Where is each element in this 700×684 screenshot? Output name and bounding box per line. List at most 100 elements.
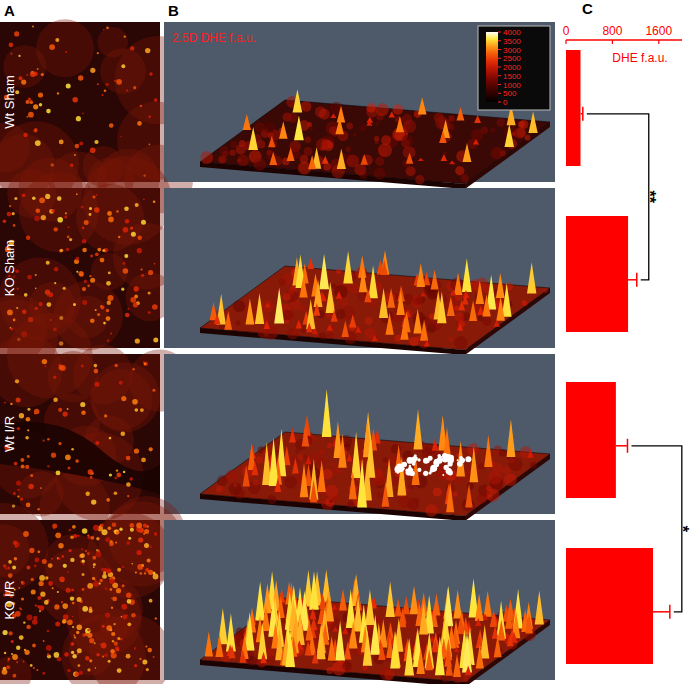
fluorescent-spot [152, 389, 155, 392]
fluorescent-spot [89, 275, 91, 277]
fluorescent-spot [112, 640, 114, 642]
surface-peak [432, 640, 439, 653]
surface-texture [359, 124, 366, 131]
fluorescent-spot [39, 302, 43, 306]
fluorescent-spot [12, 212, 15, 215]
colorbar-tick [498, 75, 501, 76]
x-tick [565, 40, 566, 44]
tissue-texture [92, 369, 153, 430]
fluorescent-spot [128, 537, 131, 540]
fluorescent-spot [124, 35, 126, 37]
surface-peak [505, 608, 513, 629]
fluorescent-spot [93, 563, 96, 566]
surface-peak [476, 281, 485, 304]
fluorescent-spot [116, 588, 121, 593]
surface-peak [342, 627, 348, 634]
fluorescent-spot [29, 548, 34, 553]
fluorescent-spot [26, 503, 31, 508]
fluorescent-spot [109, 578, 115, 584]
fluorescent-spot [70, 596, 74, 600]
fluorescent-spot [97, 83, 99, 85]
fluorescent-spot [52, 524, 57, 529]
surface-texture [200, 151, 213, 164]
fluorescent-spot [17, 496, 19, 498]
surface-texture [216, 485, 223, 492]
fluorescent-spot [73, 671, 78, 676]
fluorescent-spot [111, 632, 115, 636]
surface-peak [505, 124, 515, 147]
fluorescent-spot [94, 364, 98, 368]
fluorescent-spot [135, 203, 139, 207]
error-cap [582, 107, 584, 121]
fluorescent-spot [90, 255, 93, 258]
saturated-region [417, 458, 420, 461]
fluorescent-spot [89, 659, 92, 662]
micrograph [0, 496, 186, 684]
fluorescent-spot [68, 466, 71, 469]
fluorescent-spot [62, 603, 68, 609]
fluorescent-spot [18, 587, 20, 589]
surface-texture [236, 145, 246, 155]
surface-texture [326, 667, 333, 674]
fluorescent-spot [47, 295, 49, 297]
fluorescent-spot [82, 227, 85, 230]
fluorescent-spot [116, 210, 118, 212]
fluorescent-spot [126, 541, 130, 545]
surface-peak [309, 571, 319, 610]
fluorescent-spot [53, 397, 58, 402]
saturated-region [445, 454, 452, 461]
x-tick-label: 800 [602, 24, 622, 38]
fluorescent-spot [25, 650, 30, 655]
surface-peak [239, 650, 246, 663]
fluorescent-spot [148, 270, 153, 275]
surface-texture [295, 450, 299, 454]
surface-texture [499, 449, 507, 457]
fluorescent-spot [109, 473, 112, 476]
surface-peak [275, 477, 282, 492]
colorbar-box [478, 26, 550, 110]
fluorescent-spot [88, 469, 93, 474]
fluorescent-spot [143, 524, 147, 528]
colorbar-tick-label: 3000 [503, 46, 521, 55]
fluorescent-spot [37, 596, 41, 600]
fluorescent-spot [137, 236, 142, 241]
colorbar-tick-label: 3500 [503, 37, 521, 46]
fluorescent-spot [20, 608, 22, 610]
fluorescent-spot [127, 622, 131, 626]
surface-peak [372, 335, 378, 341]
fluorescent-spot [72, 626, 74, 628]
surface-peak [349, 314, 356, 327]
surface-peak [307, 258, 314, 269]
fluorescent-spot [139, 658, 141, 660]
fluorescent-spot [69, 549, 72, 552]
surface-texture [316, 138, 329, 151]
fluorescent-spot [67, 669, 70, 672]
fluorescent-spot [124, 254, 128, 258]
fluorescent-spot [8, 560, 12, 564]
fluorescent-spot [87, 668, 90, 671]
fluorescent-spot [14, 557, 17, 560]
surface-texture [225, 470, 238, 483]
fluorescent-spot [91, 499, 96, 504]
fluorescent-spot [87, 536, 91, 540]
surface-peak [410, 586, 419, 615]
fluorescent-spot [23, 531, 29, 537]
fluorescent-spot [58, 557, 61, 560]
surface-peak [463, 290, 470, 298]
surface-peak [475, 594, 484, 621]
fluorescent-spot [94, 369, 99, 374]
fluorescent-spot [23, 133, 27, 137]
fluorescent-spot [76, 631, 79, 634]
surface-peak [484, 435, 492, 467]
surface-peak [445, 657, 453, 676]
surface-peak [326, 282, 335, 313]
surface-peak [319, 593, 326, 609]
surface-texture [323, 163, 331, 171]
surface-peak [319, 254, 329, 289]
fluorescent-spot [93, 566, 95, 568]
error-line [653, 611, 670, 613]
fluorescent-spot [97, 248, 101, 252]
fluorescent-spot [82, 113, 84, 115]
surface-peak [349, 471, 357, 500]
surface-bg [164, 354, 555, 514]
